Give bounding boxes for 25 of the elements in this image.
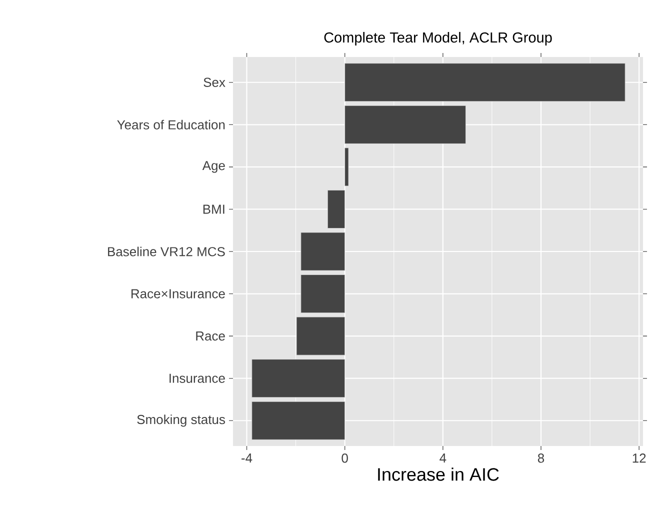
bar: [300, 232, 346, 271]
bar: [252, 401, 346, 440]
y-tick-label: Sex: [204, 78, 226, 87]
x-tick-label: 0: [342, 454, 348, 463]
y-tick-label: Insurance: [170, 374, 225, 383]
chart-title: Complete Tear Model, ACLR Group: [324, 32, 552, 46]
y-tick-label: Race×Insurance: [132, 289, 225, 298]
y-tick-label: Years of Education: [117, 120, 225, 130]
y-tick-label: Race: [196, 332, 225, 341]
bar: [300, 274, 346, 314]
y-tick-label: Baseline VR12 MCS: [108, 246, 225, 256]
bar: [296, 316, 346, 356]
x-tick-label: -4: [242, 454, 252, 462]
x-tick-label: 4: [440, 454, 446, 462]
y-tick-label: Age: [202, 161, 225, 173]
x-tick-label: 12: [632, 454, 646, 463]
bar: [327, 190, 346, 228]
x-tick-label: 8: [538, 454, 544, 463]
y-tick-label: BMI: [203, 204, 224, 214]
bar: [344, 63, 626, 102]
y-tick-label: Smoking status: [137, 414, 225, 427]
bar: [344, 148, 349, 186]
bar: [344, 105, 466, 144]
bar: [252, 359, 346, 398]
x-axis-title: Increase in AIC: [378, 468, 499, 481]
